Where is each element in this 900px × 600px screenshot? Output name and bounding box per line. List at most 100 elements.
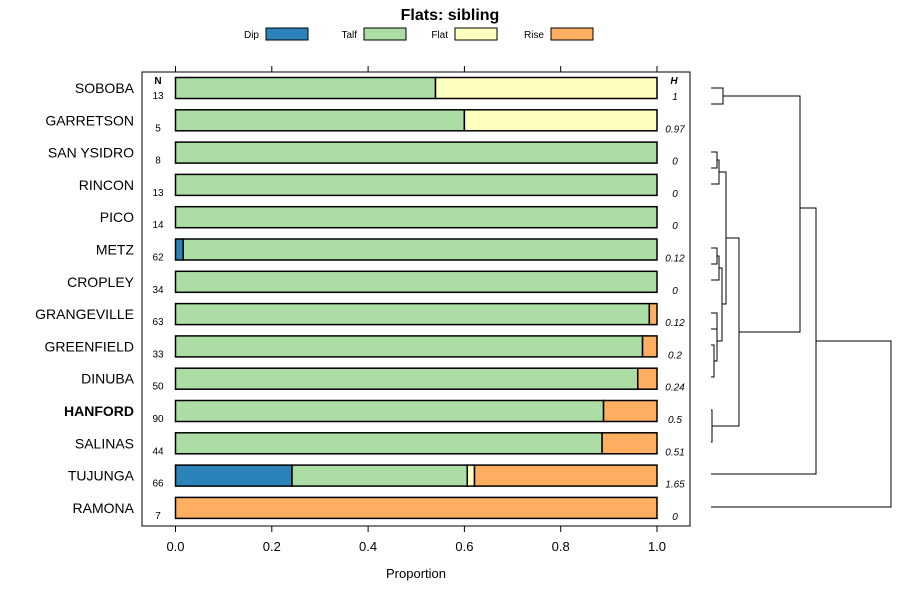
h-value-ramona: 0: [672, 512, 678, 523]
x-tick-label: 0.8: [552, 539, 570, 554]
x-tick-label: 0.2: [263, 539, 281, 554]
bar-segment-greenfield-talf: [174, 335, 644, 358]
h-value-pico: 0: [672, 221, 678, 232]
dendrogram-branch: [711, 255, 720, 281]
row-label-garretson: GARRETSON: [45, 112, 134, 128]
h-value-garretson: 0.97: [665, 124, 685, 135]
bar-segment-garretson-talf: [174, 109, 466, 132]
bar-segment-metz-talf: [182, 238, 658, 261]
row-label-grangeville: GRANGEVILLE: [35, 306, 134, 322]
row-label-hanford: HANFORD: [64, 403, 134, 419]
bar-row-grangeville: [174, 302, 658, 326]
bars: [174, 76, 658, 520]
n-value-salinas: 44: [152, 446, 164, 457]
bar-segment-hanford-talf: [174, 399, 605, 423]
n-value-san-ysidro: 8: [155, 156, 161, 167]
bar-segment-soboba-flat: [434, 76, 658, 100]
legend-label-talf: Talf: [341, 30, 357, 41]
bar-row-cropley: [174, 270, 658, 294]
plot-frame: [141, 71, 691, 527]
n-value-cropley: 34: [152, 285, 164, 296]
h-value-soboba: 1: [672, 92, 678, 103]
bar-row-hanford: [174, 399, 658, 423]
legend-swatch-rise: [550, 27, 594, 41]
bar-segment-soboba-talf: [174, 76, 437, 100]
row-label-greenfield: GREENFIELD: [45, 338, 134, 354]
row-label-dinuba: DINUBA: [81, 371, 135, 387]
row-label-soboba: SOBOBA: [75, 80, 135, 96]
bar-segment-ramona-rise: [174, 496, 658, 520]
dendrogram-branch: [723, 95, 801, 333]
h-value-metz: 0.12: [665, 254, 685, 265]
bar-row-pico: [174, 205, 658, 229]
dendrogram-branch: [711, 340, 892, 508]
dendrogram-branch: [714, 321, 718, 362]
bar-segment-metz-dip: [174, 238, 184, 261]
bar-segment-cropley-talf: [174, 270, 658, 294]
bar-row-greenfield: [174, 335, 658, 358]
n-value-pico: 14: [152, 220, 164, 231]
bar-row-soboba: [174, 76, 658, 100]
row-labels: SOBOBA 13 1 GARRETSON 5 0.97 SAN YSIDRO 8 0 RINCO…: [35, 80, 685, 523]
bar-segment-greenfield-rise: [641, 335, 658, 358]
h-value-greenfield: 0.2: [668, 350, 682, 361]
legend: Dip Talf Flat Rise: [244, 27, 594, 41]
dendrogram-branch: [711, 409, 713, 443]
n-value-hanford: 90: [152, 414, 164, 425]
n-column-header: N: [154, 76, 161, 87]
n-value-tujunga: 66: [152, 479, 164, 490]
n-value-dinuba: 50: [152, 382, 164, 393]
dendrogram-branch: [711, 159, 720, 185]
bar-segment-salinas-talf: [174, 432, 603, 455]
h-value-salinas: 0.51: [665, 447, 684, 458]
bar-segment-pico-talf: [174, 205, 658, 229]
bar-row-salinas: [174, 432, 658, 455]
n-value-grangeville: 63: [152, 317, 164, 328]
row-label-metz: METZ: [96, 242, 135, 258]
h-value-grangeville: 0.12: [665, 318, 685, 329]
h-value-dinuba: 0.24: [665, 383, 685, 394]
dendrogram-branch: [711, 312, 718, 330]
bar-row-san-ysidro: [174, 141, 658, 164]
bar-row-tujunga: [174, 464, 658, 487]
x-tick-label: 0.4: [359, 539, 377, 554]
bar-segment-tujunga-dip: [174, 464, 293, 487]
legend-label-flat: Flat: [431, 30, 448, 41]
x-axis: 0.0 0.2 0.4 0.6 0.8 1.0: [166, 526, 666, 554]
bar-row-dinuba: [174, 367, 658, 390]
bar-row-metz: [174, 238, 658, 261]
legend-swatch-flat: [454, 27, 498, 41]
n-value-rincon: 13: [152, 188, 164, 199]
dendrogram-branch: [711, 344, 715, 378]
bar-segment-dinuba-rise: [636, 367, 658, 390]
chart-title: Flats: sibling: [401, 7, 500, 24]
bar-row-ramona: [174, 496, 658, 520]
bar-segment-tujunga-talf: [291, 464, 469, 487]
row-label-pico: PICO: [100, 209, 134, 225]
dendrogram-branch: [711, 247, 718, 265]
n-value-greenfield: 33: [152, 349, 164, 360]
n-value-garretson: 5: [155, 123, 161, 134]
dendrogram-branch: [711, 87, 724, 105]
row-label-san-ysidro: SAN YSIDRO: [48, 145, 134, 161]
n-value-metz: 62: [152, 253, 164, 264]
dendrogram: [711, 87, 892, 508]
h-value-hanford: 0.5: [668, 415, 682, 426]
bar-segment-garretson-flat: [463, 109, 658, 132]
h-value-san-ysidro: 0: [672, 157, 678, 168]
legend-swatch-talf: [363, 27, 407, 41]
x-tick-label: 0.0: [166, 539, 184, 554]
row-label-ramona: RAMONA: [73, 500, 135, 516]
row-label-salinas: SALINAS: [75, 435, 134, 451]
bar-segment-rincon-talf: [174, 173, 658, 197]
top-axis-ticks: [175, 66, 658, 72]
h-column-header: H: [670, 76, 678, 87]
bar-row-garretson: [174, 109, 658, 132]
x-tick-label: 1.0: [648, 539, 666, 554]
bar-segment-grangeville-rise: [648, 302, 658, 326]
x-axis-title: Proportion: [386, 566, 446, 581]
row-label-tujunga: TUJUNGA: [68, 468, 135, 484]
h-value-cropley: 0: [672, 286, 678, 297]
h-value-tujunga: 1.65: [665, 480, 685, 491]
